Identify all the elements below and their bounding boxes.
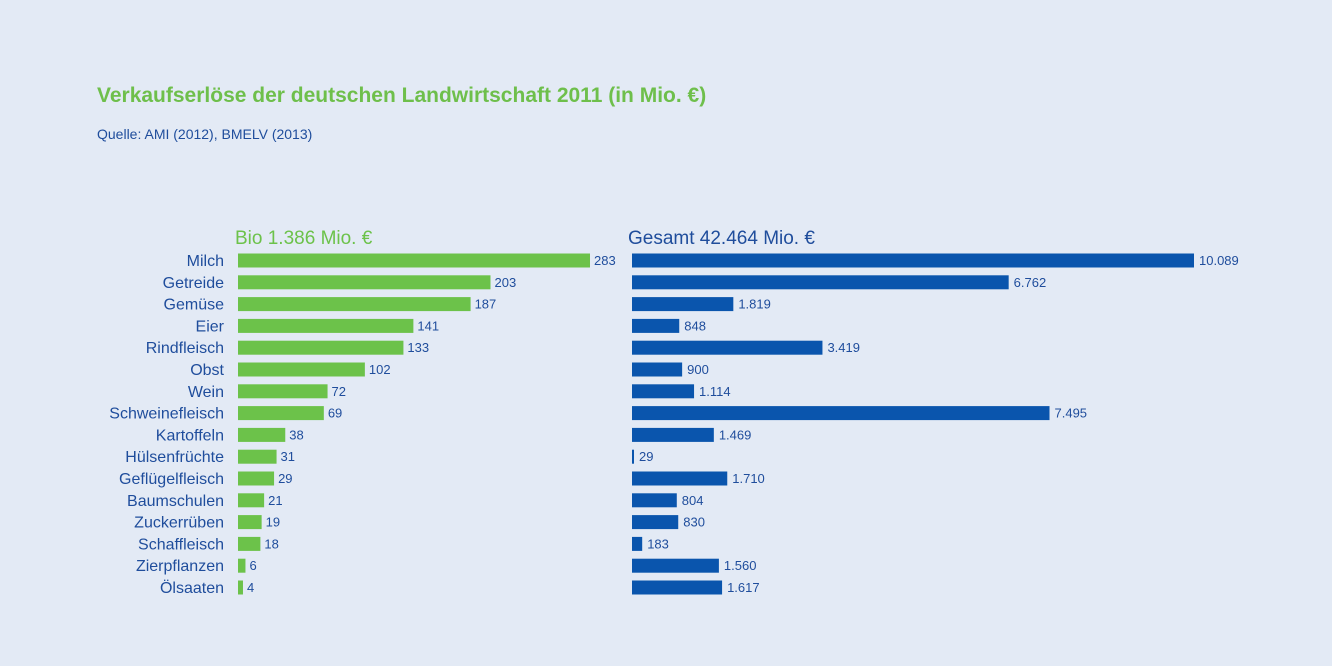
- bio-bar: [238, 253, 590, 268]
- gesamt-value-label: 3.419: [827, 340, 860, 355]
- category-label: Schweinefleisch: [109, 406, 224, 423]
- bio-bar: [238, 493, 265, 508]
- gesamt-bar: [632, 297, 734, 312]
- gesamt-value-label: 6.762: [1014, 275, 1047, 290]
- category-label: Zuckerrüben: [134, 515, 224, 532]
- gesamt-panel-title: Gesamt 42.464 Mio. €: [628, 228, 815, 249]
- bio-bar: [238, 318, 414, 333]
- bio-value-label: 69: [328, 406, 342, 421]
- category-label: Milch: [187, 253, 224, 270]
- gesamt-value-label: 900: [687, 362, 709, 377]
- gesamt-value-label: 848: [684, 318, 706, 333]
- bio-bar: [238, 362, 365, 377]
- bio-panel-title: Bio 1.386 Mio. €: [235, 228, 373, 249]
- bio-bar: [238, 536, 261, 551]
- category-label: Schaffleisch: [138, 536, 224, 553]
- bio-value-label: 29: [278, 471, 292, 486]
- bio-value-label: 72: [332, 384, 346, 399]
- gesamt-bar: [632, 253, 1194, 268]
- category-label: Wein: [188, 384, 224, 401]
- category-label: Geflügelfleisch: [119, 471, 224, 488]
- bio-value-label: 31: [281, 449, 295, 464]
- bio-bar: [238, 558, 246, 573]
- gesamt-value-label: 830: [683, 515, 705, 530]
- chart-source: Quelle: AMI (2012), BMELV (2013): [97, 126, 313, 142]
- category-label: Getreide: [163, 275, 224, 292]
- gesamt-bar: [632, 558, 719, 573]
- bio-value-label: 102: [369, 362, 391, 377]
- gesamt-bar: [632, 493, 677, 508]
- category-label: Eier: [196, 318, 225, 335]
- bio-bar: [238, 471, 275, 486]
- bio-bar: [238, 384, 328, 399]
- category-label: Obst: [190, 362, 224, 379]
- bio-value-label: 133: [407, 340, 429, 355]
- bio-value-label: 203: [494, 275, 516, 290]
- gesamt-value-label: 29: [639, 449, 653, 464]
- gesamt-value-label: 1.560: [724, 558, 757, 573]
- gesamt-value-label: 10.089: [1199, 253, 1239, 268]
- gesamt-value-label: 1.617: [727, 580, 760, 595]
- bio-bar: [238, 449, 277, 464]
- gesamt-value-label: 7.495: [1055, 406, 1088, 421]
- gesamt-bar: [632, 427, 714, 442]
- category-label: Gemüse: [164, 297, 225, 314]
- gesamt-bar: [632, 515, 679, 530]
- bio-value-label: 283: [594, 253, 616, 268]
- gesamt-bar: [632, 362, 683, 377]
- bio-bar: [238, 406, 324, 421]
- gesamt-bar: [632, 471, 728, 486]
- category-label: Hülsenfrüchte: [125, 449, 224, 466]
- bio-value-label: 21: [268, 493, 282, 508]
- gesamt-bar: [632, 536, 643, 551]
- category-label: Zierpflanzen: [136, 558, 224, 575]
- gesamt-bar: [632, 449, 634, 464]
- bio-bar: [238, 515, 262, 530]
- gesamt-bar: [632, 384, 695, 399]
- bio-value-label: 187: [475, 297, 497, 312]
- gesamt-value-label: 1.710: [732, 471, 765, 486]
- bio-bar: [238, 580, 243, 595]
- bio-bar: [238, 297, 471, 312]
- gesamt-value-label: 1.819: [738, 297, 771, 312]
- bio-value-label: 19: [266, 515, 280, 530]
- bio-value-label: 18: [264, 536, 278, 551]
- gesamt-bar: [632, 580, 723, 595]
- category-label: Ölsaaten: [160, 579, 224, 597]
- bio-value-label: 141: [417, 318, 439, 333]
- gesamt-value-label: 1.114: [699, 384, 731, 399]
- bio-value-label: 6: [249, 558, 256, 573]
- gesamt-bar: [632, 275, 1009, 290]
- bio-bar: [238, 275, 491, 290]
- gesamt-value-label: 1.469: [719, 427, 752, 442]
- category-label: Rindfleisch: [146, 340, 224, 357]
- category-label: Baumschulen: [127, 493, 224, 510]
- category-label: Kartoffeln: [156, 427, 224, 444]
- gesamt-value-label: 183: [647, 536, 669, 551]
- chart-title: Verkaufserlöse der deutschen Landwirtsch…: [97, 84, 707, 107]
- bio-value-label: 38: [289, 427, 303, 442]
- gesamt-value-label: 804: [682, 493, 704, 508]
- gesamt-bar: [632, 340, 823, 355]
- gesamt-bar: [632, 318, 680, 333]
- gesamt-bar: [632, 406, 1050, 421]
- bio-value-label: 4: [247, 580, 254, 595]
- bio-bar: [238, 340, 404, 355]
- bio-bar: [238, 427, 286, 442]
